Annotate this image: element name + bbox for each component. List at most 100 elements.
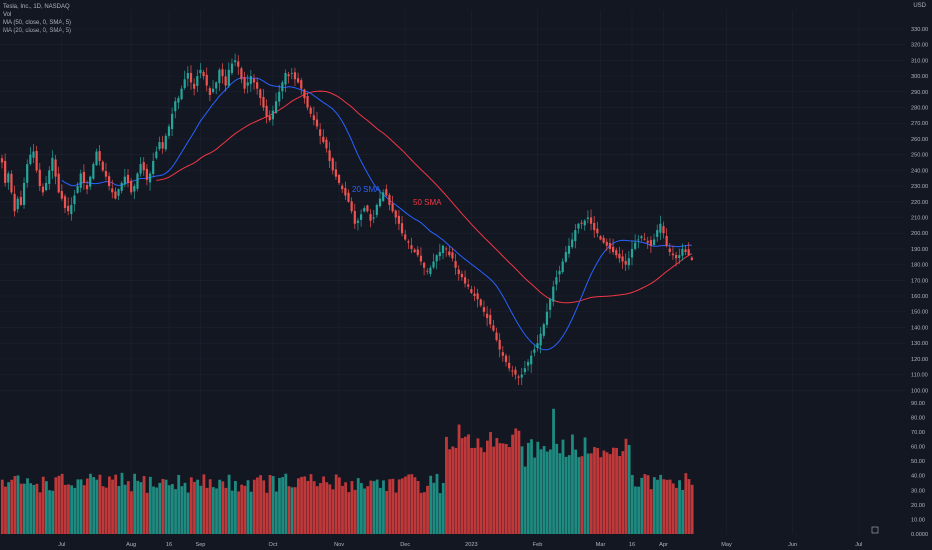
candle-body[interactable] (334, 169, 337, 177)
candle-body[interactable] (429, 267, 432, 274)
candle-body[interactable] (608, 243, 612, 249)
candle-body[interactable] (227, 69, 230, 86)
candle-body[interactable] (602, 237, 605, 243)
candle-body[interactable] (542, 324, 545, 336)
candle-body[interactable] (520, 374, 523, 378)
candle-body[interactable] (265, 105, 268, 117)
candle-body[interactable] (189, 72, 193, 83)
candle-body[interactable] (567, 245, 571, 254)
candle-body[interactable] (404, 234, 407, 240)
candle-body[interactable] (571, 239, 574, 248)
candle-body[interactable] (114, 191, 117, 199)
candle-body[interactable] (199, 69, 202, 74)
candle-body[interactable] (678, 255, 681, 259)
candle-body[interactable] (35, 150, 38, 171)
candle-body[interactable] (319, 129, 322, 136)
candle-body[interactable] (432, 261, 435, 268)
candle-body[interactable] (382, 192, 385, 201)
candle-body[interactable] (426, 270, 429, 272)
candle-body[interactable] (268, 116, 271, 121)
candle-body[interactable] (545, 311, 549, 325)
candle-body[interactable] (662, 226, 665, 234)
candle-body[interactable] (423, 262, 426, 268)
candle-body[interactable] (344, 188, 347, 196)
candle-body[interactable] (659, 223, 662, 233)
candle-body[interactable] (284, 72, 287, 85)
candle-body[interactable] (397, 215, 400, 224)
candle-body[interactable] (331, 158, 334, 171)
candle-body[interactable] (552, 286, 555, 302)
candle-body[interactable] (400, 223, 404, 234)
candle-body[interactable] (498, 339, 501, 350)
candle-body[interactable] (237, 61, 240, 67)
candle-body[interactable] (517, 376, 520, 378)
candle-body[interactable] (117, 189, 120, 196)
candle-body[interactable] (652, 239, 656, 245)
candle-body[interactable] (621, 256, 624, 262)
candle-body[interactable] (22, 182, 26, 205)
candle-body[interactable] (152, 160, 155, 174)
candle-body[interactable] (473, 293, 476, 297)
candle-body[interactable] (445, 248, 448, 250)
candle-body[interactable] (687, 249, 690, 256)
candle-body[interactable] (98, 151, 101, 161)
candle-body[interactable] (322, 136, 325, 143)
candle-body[interactable] (451, 252, 454, 259)
candle-body[interactable] (104, 170, 108, 177)
candle-body[interactable] (593, 223, 596, 231)
candle-body[interactable] (48, 170, 51, 184)
candle-body[interactable] (297, 78, 300, 83)
candle-body[interactable] (234, 60, 237, 63)
candle-body[interactable] (85, 185, 89, 190)
candle-body[interactable] (337, 175, 341, 183)
candle-body[interactable] (274, 101, 278, 114)
candle-body[interactable] (177, 98, 180, 103)
candle-body[interactable] (208, 88, 211, 95)
candle-body[interactable] (155, 151, 158, 158)
candle-body[interactable] (649, 240, 652, 246)
candle-body[interactable] (63, 196, 67, 209)
candle-body[interactable] (249, 76, 252, 84)
candle-body[interactable] (495, 332, 498, 341)
candle-body[interactable] (215, 82, 218, 89)
candle-body[interactable] (161, 142, 164, 149)
candle-body[interactable] (533, 349, 536, 353)
candle-body[interactable] (133, 186, 136, 192)
candle-body[interactable] (564, 252, 567, 262)
candle-body[interactable] (561, 261, 564, 273)
volume-indicator-label[interactable]: Vol (3, 12, 12, 18)
candle-body[interactable] (536, 343, 539, 348)
candle-body[interactable] (388, 194, 391, 205)
candle-body[interactable] (136, 173, 139, 189)
candle-body[interactable] (681, 248, 684, 256)
candle-body[interactable] (448, 251, 451, 256)
candle-body[interactable] (508, 362, 511, 369)
candle-body[interactable] (158, 142, 161, 149)
candle-body[interactable] (438, 252, 441, 257)
candle-body[interactable] (486, 313, 489, 319)
candle-body[interactable] (180, 88, 183, 100)
candle-body[interactable] (0, 158, 4, 163)
candle-body[interactable] (29, 154, 32, 164)
candle-body[interactable] (126, 174, 130, 183)
candle-body[interactable] (643, 238, 646, 240)
ma20-indicator-label[interactable]: MA (20, close, 0, SMA, 5) (3, 28, 72, 34)
candle-body[interactable] (4, 161, 7, 183)
candle-body[interactable] (637, 239, 640, 241)
candle-body[interactable] (646, 240, 649, 243)
candle-body[interactable] (369, 214, 372, 221)
candle-body[interactable] (675, 254, 678, 259)
candle-body[interactable] (16, 198, 19, 210)
candle-body[interactable] (665, 235, 668, 246)
candle-body[interactable] (186, 72, 189, 79)
candle-body[interactable] (479, 299, 482, 306)
candle-body[interactable] (356, 220, 360, 223)
candle-body[interactable] (684, 249, 687, 253)
candle-body[interactable] (70, 204, 73, 215)
candle-body[interactable] (624, 261, 627, 265)
candle-body[interactable] (460, 273, 463, 278)
candle-body[interactable] (51, 157, 54, 171)
candle-body[interactable] (577, 223, 580, 229)
candle-body[interactable] (463, 277, 467, 284)
